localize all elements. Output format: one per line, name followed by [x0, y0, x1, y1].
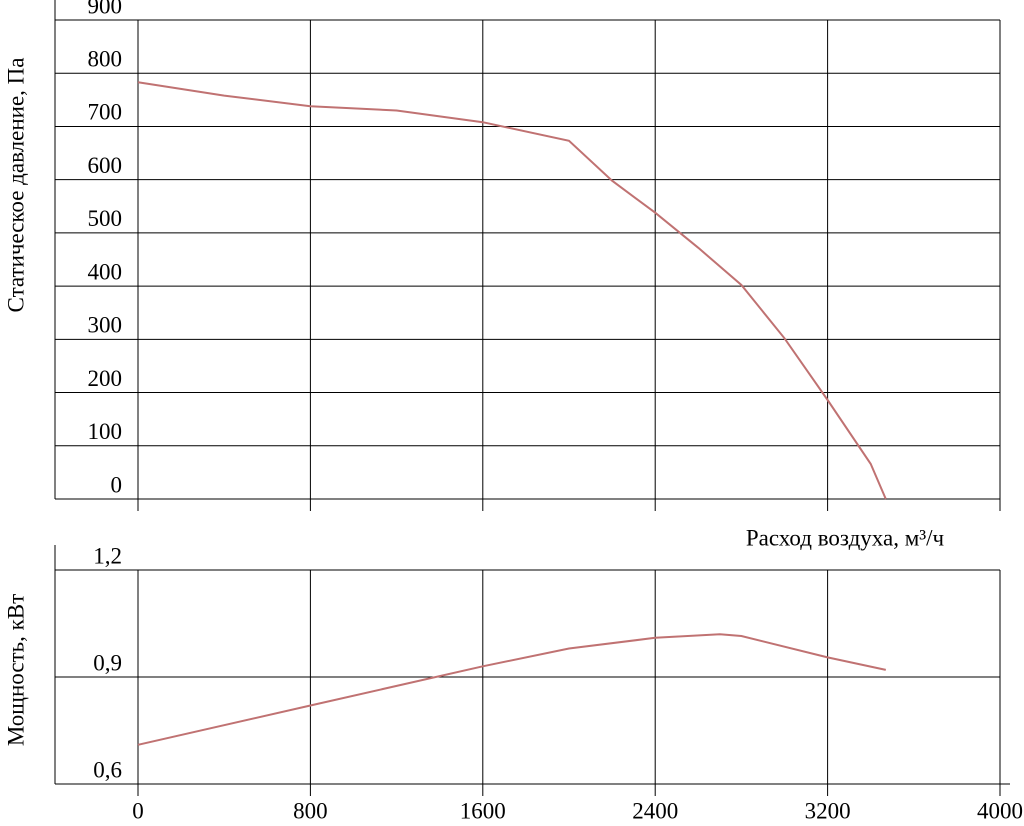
y-tick-label: 0,6 — [93, 757, 122, 782]
series-line — [137, 633, 887, 746]
y-tick-label: 1,2 — [93, 543, 122, 568]
y-tick-label: 800 — [88, 47, 123, 72]
series-line — [137, 81, 887, 500]
y-tick-label: 500 — [88, 206, 123, 231]
x-axis-label: Расход воздуха, м³/ч — [746, 525, 945, 550]
y-tick-label: 900 — [88, 0, 123, 18]
y-tick-label: 0,9 — [93, 650, 122, 675]
y-axis-label: Статическое давление, Па — [3, 58, 28, 313]
x-tick-label: 4000 — [977, 798, 1023, 823]
y-tick-label: 0 — [111, 472, 123, 497]
x-tick-label: 0 — [132, 798, 144, 823]
x-tick-label: 1600 — [460, 798, 506, 823]
y-tick-label: 200 — [88, 366, 123, 391]
x-tick-label: 3200 — [805, 798, 851, 823]
y-tick-label: 600 — [88, 153, 123, 178]
y-tick-label: 100 — [88, 419, 123, 444]
x-tick-label: 2400 — [632, 798, 678, 823]
y-axis-label: Мощность, кВт — [3, 594, 28, 746]
y-tick-label: 300 — [88, 313, 123, 338]
y-tick-label: 400 — [88, 259, 123, 284]
y-tick-label: 700 — [88, 100, 123, 125]
x-tick-label: 800 — [293, 798, 328, 823]
